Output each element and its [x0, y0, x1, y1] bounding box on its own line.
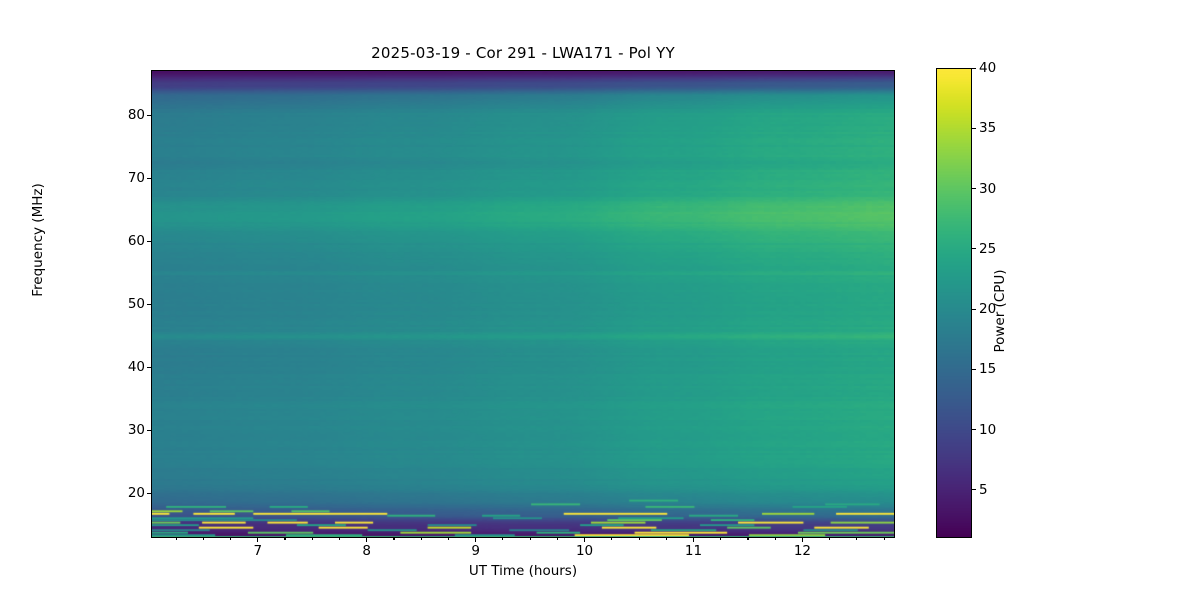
y-tick-mark [147, 177, 151, 179]
y-tick-mark [147, 492, 151, 494]
colorbar-tick-mark [972, 429, 976, 431]
colorbar-tick-label: 5 [979, 481, 988, 498]
colorbar-tick-label: 40 [979, 60, 997, 76]
x-tick-mark [692, 538, 695, 542]
x-minor-tick-mark [529, 538, 531, 541]
x-minor-tick-mark [284, 538, 286, 541]
y-tick-mark [147, 366, 151, 368]
x-minor-tick-mark [665, 538, 667, 541]
x-minor-tick-mark [829, 538, 831, 541]
spectrogram-axes [151, 70, 895, 538]
x-minor-tick-mark [175, 538, 177, 541]
colorbar-tick-label: 20 [979, 301, 997, 318]
colorbar-tick-mark [972, 67, 976, 69]
x-minor-tick-mark [638, 538, 640, 541]
colorbar-tick-mark [972, 308, 976, 310]
x-minor-tick-mark [338, 538, 341, 541]
y-axis-label: Frequency (MHz) [30, 183, 46, 297]
y-tick-label: 60 [127, 233, 145, 250]
x-tick-mark [801, 538, 803, 542]
x-minor-tick-mark [202, 538, 204, 541]
chart-title: 2025-03-19 - Cor 291 - LWA171 - Pol YY [371, 44, 675, 62]
spectrogram-image [152, 71, 894, 537]
colorbar-gradient [937, 69, 971, 537]
x-tick-mark [257, 538, 259, 542]
colorbar-label: Power (CPU) [992, 269, 1008, 353]
colorbar-tick-mark [972, 368, 976, 370]
colorbar-tick-label: 25 [979, 240, 997, 257]
y-tick-mark [147, 429, 151, 431]
colorbar-tick-label: 30 [979, 180, 997, 197]
x-tick-label: 10 [575, 543, 594, 559]
x-minor-tick-mark [556, 538, 558, 541]
y-tick-label: 50 [127, 296, 145, 313]
x-tick-label: 9 [471, 543, 480, 559]
x-minor-tick-mark [856, 538, 858, 541]
y-tick-label: 20 [127, 485, 145, 502]
colorbar-tick-mark [972, 127, 976, 129]
y-tick-label: 70 [127, 170, 145, 187]
y-tick-mark [147, 114, 151, 116]
x-tick-label: 8 [362, 543, 371, 559]
x-minor-tick-mark [420, 538, 422, 541]
x-minor-tick-mark [883, 538, 885, 541]
x-tick-label: 11 [684, 543, 703, 559]
x-minor-tick-mark [447, 538, 449, 541]
colorbar-tick-label: 10 [979, 421, 997, 438]
y-tick-mark [147, 240, 151, 242]
x-minor-tick-mark [611, 538, 613, 541]
x-minor-tick-mark [311, 538, 313, 541]
x-minor-tick-mark [393, 538, 395, 541]
y-tick-label: 30 [127, 422, 145, 439]
x-tick-mark [475, 538, 477, 542]
x-tick-mark [584, 538, 586, 542]
x-minor-tick-mark [720, 538, 722, 541]
y-tick-mark [147, 303, 151, 305]
x-axis-label: UT Time (hours) [468, 563, 578, 579]
x-minor-tick-mark [774, 538, 776, 541]
colorbar-tick-mark [972, 489, 976, 491]
x-tick-mark [366, 538, 368, 542]
colorbar-tick-mark [972, 248, 976, 250]
y-tick-label: 40 [127, 359, 145, 376]
x-tick-label: 7 [253, 543, 263, 559]
colorbar-tick-label: 35 [979, 120, 997, 137]
x-minor-tick-mark [502, 538, 504, 541]
colorbar [936, 68, 972, 538]
x-minor-tick-mark [230, 538, 232, 541]
x-minor-tick-mark [747, 538, 749, 541]
colorbar-tick-mark [972, 188, 976, 190]
colorbar-tick-label: 15 [979, 361, 997, 378]
y-tick-label: 80 [127, 107, 145, 124]
x-tick-label: 12 [793, 543, 811, 559]
